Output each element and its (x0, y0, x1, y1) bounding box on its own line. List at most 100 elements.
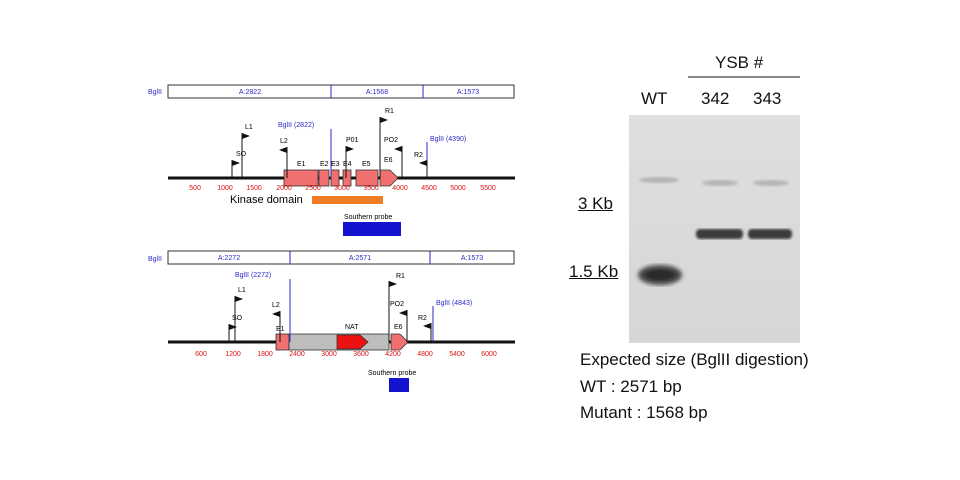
mut-fragment-2: A:2571 (349, 255, 371, 262)
band-343-top (753, 180, 789, 186)
mut-fragment-bar (167, 250, 515, 265)
lane-label-343: 343 (753, 89, 782, 108)
wt-exon-label-2: E2 (320, 161, 329, 168)
wt-bglii-label-right: BglII (4390) (430, 136, 466, 143)
svg-text:PO2: PO2 (384, 137, 398, 144)
wt-fragment-bar (167, 84, 515, 99)
band-wt-top (639, 177, 679, 183)
svg-text:1800: 1800 (257, 351, 273, 358)
expected-size-mutant: Mutant : 1568 bp (580, 403, 708, 422)
wt-axis-ticks: 500 1000 1500 2000 2500 3000 3500 4000 4… (189, 185, 496, 192)
svg-text:L2: L2 (280, 138, 288, 145)
svg-text:R2: R2 (414, 152, 423, 159)
wt-exon-label-1: E1 (297, 161, 306, 168)
mut-enzyme-label: BglII (148, 256, 162, 263)
svg-text:R2: R2 (418, 315, 427, 322)
mut-exon-label-6: E6 (394, 324, 403, 331)
svg-text:L1: L1 (238, 287, 246, 294)
svg-text:4800: 4800 (417, 351, 433, 358)
svg-text:L1: L1 (245, 124, 253, 131)
mut-fragment-3: A:1573 (461, 255, 483, 262)
svg-text:L2: L2 (272, 302, 280, 309)
mut-axis-ticks: 600 1200 1800 2400 3000 3600 4200 4800 5… (195, 351, 497, 358)
wt-primer-l1: L1 (241, 124, 253, 178)
svg-text:P01: P01 (346, 137, 359, 144)
svg-text:6000: 6000 (481, 351, 497, 358)
wt-primer-l2: L2 (279, 138, 288, 178)
mut-bglii-label-left: BglII (2272) (235, 272, 271, 279)
wt-fragment-3: A:1573 (457, 89, 479, 96)
size-marker-3kb: 3 Kb (578, 194, 613, 213)
wt-exon-label-5: E5 (362, 161, 371, 168)
mut-exon-6-arrow (390, 333, 409, 351)
ysb-group-label: YSB # (715, 53, 764, 72)
lane-label-342: 342 (701, 89, 730, 108)
kinase-domain-bar (312, 196, 383, 204)
svg-text:2000: 2000 (276, 185, 292, 192)
svg-text:4500: 4500 (421, 185, 437, 192)
band-343-main (748, 229, 792, 239)
wt-exon-label-3: E3 (331, 161, 340, 168)
mut-southern-probe (389, 378, 409, 392)
wt-primer-so: SO (231, 151, 247, 178)
svg-text:PO2: PO2 (390, 301, 404, 308)
svg-text:500: 500 (189, 185, 201, 192)
nat-marker-label: NAT (345, 324, 359, 331)
mut-primer-so: SO (228, 315, 243, 342)
wt-exon-4 (342, 169, 352, 187)
svg-text:3000: 3000 (334, 185, 350, 192)
mut-primer-po2: PO2 (390, 301, 408, 342)
band-342-main (696, 229, 743, 239)
wt-fragment-1: A:2822 (239, 89, 261, 96)
nat-marker-arrow (336, 334, 369, 350)
mut-primer-l1: L1 (234, 287, 246, 342)
svg-text:5400: 5400 (449, 351, 465, 358)
svg-text:3000: 3000 (321, 351, 337, 358)
svg-text:2400: 2400 (289, 351, 305, 358)
wt-primer-p01: P01 (345, 137, 359, 178)
mut-primer-r2: R2 (418, 315, 432, 342)
wt-exon-label-4: E4 (343, 161, 352, 168)
mut-fragment-1: A:2272 (218, 255, 240, 262)
svg-text:4000: 4000 (392, 185, 408, 192)
svg-text:600: 600 (195, 351, 207, 358)
wt-exon-label-6: E6 (384, 157, 393, 164)
mut-bglii-label-right: BglII (4843) (436, 300, 472, 307)
wt-exon-2 (318, 169, 330, 187)
mutant-gene-map: BglII A:2272 A:2571 A:1573 NAT E1 E6 Bgl… (148, 250, 515, 392)
svg-text:R1: R1 (385, 108, 394, 115)
svg-text:1200: 1200 (225, 351, 241, 358)
svg-text:SO: SO (232, 315, 243, 322)
wt-gene-map: BglII A:2822 A:1568 A:1573 E1 E2 E3 E4 E… (148, 84, 515, 236)
mut-primer-r1: R1 (388, 273, 405, 342)
mut-exon-1 (275, 333, 290, 351)
band-342-top (702, 180, 738, 186)
size-marker-1-5kb: 1.5 Kb (569, 262, 619, 281)
wt-enzyme-label: BglII (148, 89, 162, 96)
wt-primer-r1: R1 (379, 108, 394, 178)
svg-text:R1: R1 (396, 273, 405, 280)
wt-exon-1 (283, 169, 319, 187)
svg-text:5000: 5000 (450, 185, 466, 192)
wt-exon-6-arrow (379, 169, 399, 187)
svg-text:1000: 1000 (217, 185, 233, 192)
wt-primer-r2: R2 (414, 152, 428, 178)
svg-text:SO: SO (236, 151, 247, 158)
expected-size-title: Expected size (BglII digestion) (580, 350, 809, 369)
svg-text:3500: 3500 (363, 185, 379, 192)
svg-text:1500: 1500 (246, 185, 262, 192)
wt-primer-po2: PO2 (384, 137, 403, 178)
expected-size-wt: WT : 2571 bp (580, 377, 682, 396)
lane-label-wt: WT (641, 89, 668, 108)
svg-text:5500: 5500 (480, 185, 496, 192)
wt-probe-label: Southern probe (344, 214, 392, 221)
wt-fragment-2: A:1568 (366, 89, 388, 96)
mut-probe-label: Southern probe (368, 370, 416, 377)
wt-exon-5 (355, 169, 379, 187)
wt-bglii-label-left: BglII (2822) (278, 122, 314, 129)
kinase-domain-label: Kinase domain (230, 194, 303, 206)
svg-text:2500: 2500 (305, 185, 321, 192)
wt-exon-3 (330, 169, 340, 187)
svg-text:4200: 4200 (385, 351, 401, 358)
svg-text:3600: 3600 (353, 351, 369, 358)
